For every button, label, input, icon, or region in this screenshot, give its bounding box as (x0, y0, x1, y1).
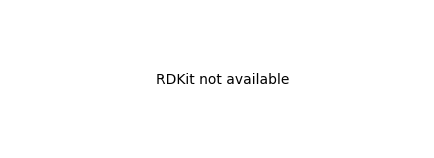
Text: RDKit not available: RDKit not available (156, 73, 289, 87)
